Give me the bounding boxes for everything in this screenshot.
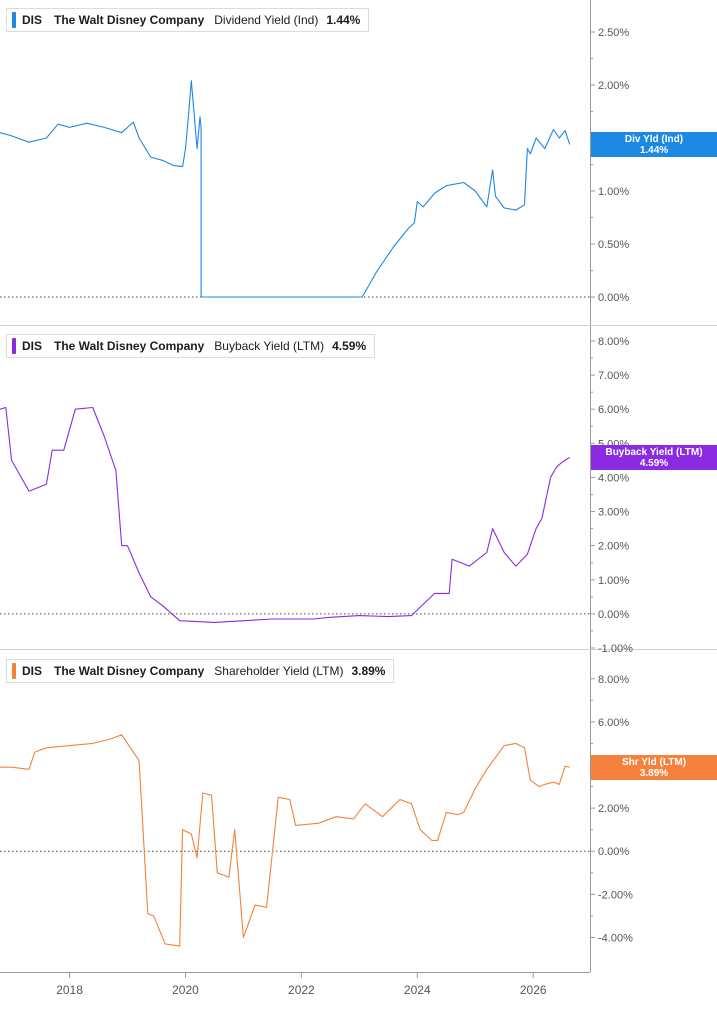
legend-color-swatch [12, 663, 16, 679]
y-tick-label: 6.00% [598, 717, 629, 729]
legend-company: The Walt Disney Company [54, 664, 205, 678]
legend-metric: Shareholder Yield (LTM) [214, 664, 344, 678]
y-tick-label: 0.00% [598, 846, 629, 858]
value-tag-value: 4.59% [639, 458, 669, 470]
y-tick-label: 3.00% [598, 507, 629, 519]
x-tick-label: 2024 [404, 983, 431, 997]
y-tick-label: 2.00% [598, 803, 629, 815]
y-tick-label: 8.00% [598, 674, 629, 686]
x-tick-label: 2026 [520, 983, 547, 997]
y-tick-label: 7.00% [598, 370, 629, 382]
legend-company: The Walt Disney Company [54, 13, 205, 27]
y-tick-label: -4.00% [598, 932, 633, 944]
value-tag-label: Div Yld (Ind) [624, 134, 684, 146]
y-tick-label: 0.00% [598, 609, 629, 621]
legend-buyback-yield[interactable]: DIS The Walt Disney Company Buyback Yiel… [6, 334, 376, 358]
series-line [0, 80, 571, 298]
y-tick-label: 0.00% [598, 292, 629, 304]
legend-metric: Buyback Yield (LTM) [214, 339, 325, 353]
legend-color-swatch [12, 12, 16, 28]
y-tick-label: 6.00% [598, 404, 629, 416]
legend-value: 3.89% [351, 664, 386, 678]
value-tag-label: Shr Yld (LTM) [621, 757, 687, 769]
value-tag-label: Buyback Yield (LTM) [605, 447, 703, 459]
y-tick-label: 2.00% [598, 541, 629, 553]
x-tick-label: 2018 [56, 983, 83, 997]
legend-metric: Dividend Yield (Ind) [214, 13, 319, 27]
x-tick-label: 2022 [288, 983, 315, 997]
y-tick-label: 8.00% [598, 336, 629, 348]
legend-dividend-yield[interactable]: DIS The Walt Disney Company Dividend Yie… [6, 8, 370, 32]
y-tick-label: 2.50% [598, 27, 629, 39]
legend-ticker: DIS [22, 339, 43, 353]
value-tag-shareholder-yield: Shr Yld (LTM) 3.89% [591, 755, 717, 781]
y-tick-label: 1.00% [598, 575, 629, 587]
legend-shareholder-yield[interactable]: DIS The Walt Disney Company Shareholder … [6, 659, 395, 683]
y-tick-label: 0.50% [598, 239, 629, 251]
series-line [0, 734, 570, 947]
y-tick-label: 1.00% [598, 186, 629, 198]
legend-value: 1.44% [326, 13, 361, 27]
legend-ticker: DIS [22, 13, 43, 27]
legend-company: The Walt Disney Company [54, 339, 205, 353]
value-tag-buyback-yield: Buyback Yield (LTM) 4.59% [591, 445, 717, 471]
y-tick-label: 2.00% [598, 80, 629, 92]
value-tag-value: 3.89% [639, 768, 669, 780]
legend-ticker: DIS [22, 664, 43, 678]
y-tick-label: -1.00% [598, 643, 633, 655]
legend-value: 4.59% [332, 339, 367, 353]
legend-color-swatch [12, 338, 16, 354]
value-tag-dividend-yield: Div Yld (Ind) 1.44% [591, 132, 717, 158]
series-line [0, 406, 570, 623]
y-tick-label: -2.00% [598, 889, 633, 901]
value-tag-value: 1.44% [639, 145, 669, 157]
y-tick-label: 4.00% [598, 472, 629, 484]
x-tick-label: 2020 [172, 983, 199, 997]
